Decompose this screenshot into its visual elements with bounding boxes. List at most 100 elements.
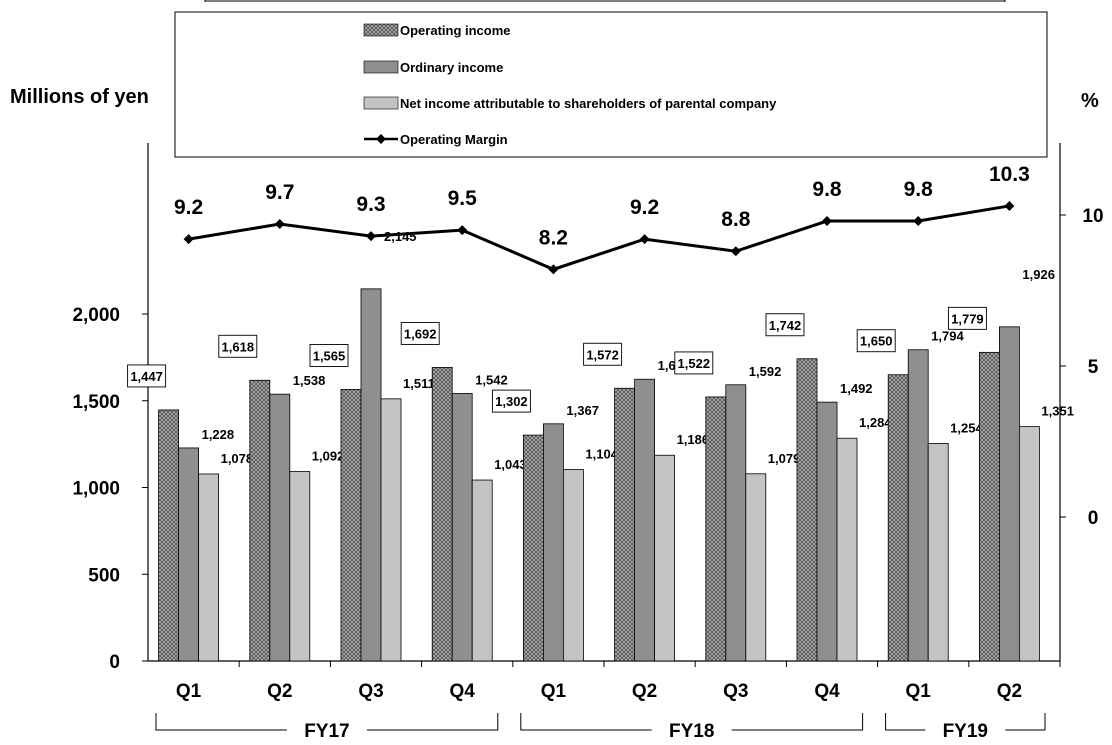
marker-operating-margin [822,216,832,227]
bar-net-income [927,443,949,662]
data-label-box [400,321,440,345]
data-label-operating-margin: 10.3 [989,163,1030,186]
data-label-operating-margin: 9.8 [812,178,842,201]
legend-label-operating-margin: Operating Margin [400,132,508,147]
bar-net-income [1019,426,1040,662]
data-label-operating-income: 1,692 [404,326,437,341]
x-tick-label: Q1 [541,681,567,702]
legend-swatch-operating-income [363,23,399,37]
bar-operating-income [979,351,1000,662]
x-tick-label: Q3 [723,681,748,702]
fy-bracket-left [520,713,652,731]
marker-operating-margin [639,234,650,245]
y-left-tick-label: 2,000 [72,305,120,326]
data-label-box [218,334,258,358]
y-axis-left-title: Millions of yen [10,86,149,108]
data-label-box [947,306,987,330]
y-right-tick-label: 10 [1082,206,1103,227]
data-label-net-income: 1,511 [403,376,435,391]
bar-ordinary-income [907,349,929,662]
legend-swatch-ordinary-income [363,60,399,74]
fy-bracket-right [1005,713,1046,731]
bar-operating-income [796,358,818,662]
fy-bracket-right [731,713,864,731]
x-tick-label: Q1 [906,681,932,702]
data-label-box [583,342,623,366]
legend-box [174,11,1048,158]
bar-ordinary-income [451,393,473,662]
bar-net-income [380,398,402,662]
data-label-operating-income: 1,565 [313,348,346,363]
bar-ordinary-income [816,401,838,662]
y-left-tick-label: 0 [109,652,120,673]
x-tick-label: Q2 [632,681,657,702]
bar-operating-income [887,374,909,662]
data-label-operating-margin: 8.8 [721,208,751,231]
data-label-net-income: 1,284 [859,415,892,430]
bar-operating-income [249,379,271,662]
x-tick-label: Q2 [997,681,1022,702]
data-label-net-income: 1,079 [768,451,801,466]
data-label-operating-margin: 8.2 [539,226,568,249]
bar-net-income [471,479,493,662]
fy-group-label: FY18 [669,721,714,742]
data-label-net-income: 1,043 [494,457,527,472]
data-label-box [674,351,714,375]
data-label-operating-income: 1,742 [769,318,802,333]
data-label-box [765,313,805,337]
legend-swatch-net-income [363,96,399,110]
data-label-operating-income: 1,779 [951,311,984,326]
bar-net-income [289,471,311,662]
data-label-net-income: 1,092 [312,449,345,464]
x-tick-label: Q3 [358,681,383,702]
data-label-operating-margin: 9.5 [448,187,478,210]
y-left-tick-label: 1,500 [72,392,120,413]
data-label-net-income: 1,186 [677,432,710,447]
data-label-operating-margin: 9.2 [174,196,203,219]
fy-group-label: FY17 [304,721,349,742]
y-right-tick-label: 0 [1088,508,1099,529]
legend-marker-operating-margin [376,134,386,144]
data-label-ordinary-income: 1,367 [566,403,599,418]
legend-label-net-income: Net income attributable to shareholders … [400,96,777,111]
legend-label-operating-income: Operating income [400,23,511,38]
y-axis-right-title: % [1081,90,1099,112]
data-label-box [856,329,896,353]
data-label-ordinary-income: 1,228 [202,427,235,442]
bar-operating-income [523,434,544,662]
bar-operating-income [705,396,727,662]
bar-ordinary-income [178,447,200,662]
bar-net-income [836,437,858,662]
y-right-tick-label: 5 [1088,357,1099,378]
bar-operating-income [340,389,362,662]
bar-ordinary-income [634,378,655,662]
data-label-ordinary-income: 1,492 [840,381,873,396]
bar-net-income [745,473,767,662]
data-label-operating-income: 1,572 [586,347,619,362]
data-label-box [491,389,531,413]
x-tick-label: Q2 [267,681,292,702]
data-label-operating-margin: 9.3 [356,193,385,216]
data-label-ordinary-income: 1,794 [931,329,964,344]
data-label-ordinary-income: 1,926 [1022,267,1055,282]
fy-bracket-left [155,713,287,731]
x-tick-label: Q4 [450,681,476,702]
y-left-tick-label: 1,000 [72,479,120,500]
data-label-box [127,364,167,388]
bar-net-income [654,454,675,662]
marker-operating-margin [366,231,376,242]
x-tick-label: Q4 [814,681,840,702]
legend-label-ordinary-income: Ordinary income [400,60,503,75]
bar-ordinary-income [543,423,564,662]
data-label-net-income: 1,104 [585,446,618,461]
marker-operating-margin [1004,200,1015,211]
marker-operating-margin [548,264,559,275]
line-operating-margin [188,204,1010,271]
data-label-operating-income: 1,650 [860,334,893,349]
data-label-ordinary-income: 1,592 [749,364,782,379]
data-label-operating-margin: 9.8 [904,178,934,201]
bar-ordinary-income [269,393,291,662]
marker-operating-margin [913,216,924,227]
data-label-operating-income: 1,302 [495,394,528,409]
data-label-net-income: 1,078 [221,451,254,466]
